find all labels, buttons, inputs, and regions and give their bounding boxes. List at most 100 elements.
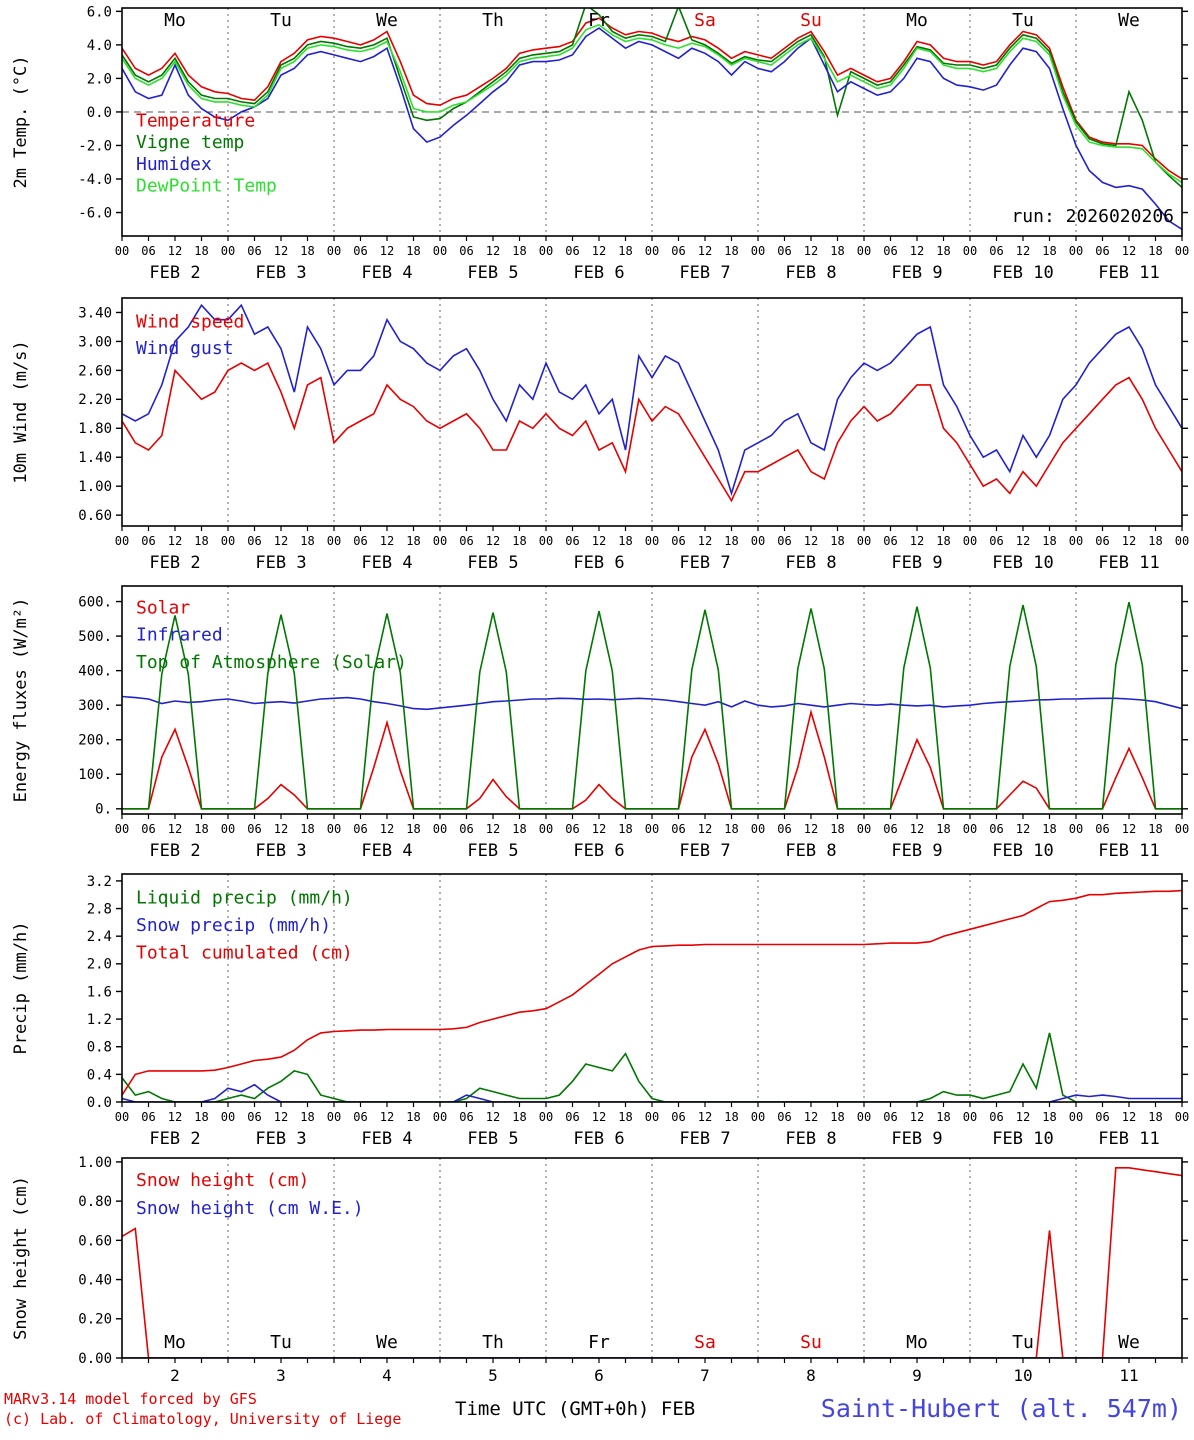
x-tick-label: 06 bbox=[777, 244, 791, 258]
lab-credit: (c) Lab. of Climatology, University of L… bbox=[4, 1409, 402, 1428]
legend-snow-height-cm: Snow height (cm) bbox=[136, 1170, 309, 1191]
series-infrared-line bbox=[122, 695, 1182, 711]
x-tick-label: 06 bbox=[141, 534, 155, 548]
y-tick-label: 0.20 bbox=[78, 1312, 112, 1328]
x-tick-label: 18 bbox=[1042, 534, 1056, 548]
x-axis: 2 3 4 5 6 7 8 9 10 11 bbox=[121, 1358, 1183, 1385]
x-tick-label: 18 bbox=[512, 1110, 526, 1124]
y-tick-label: 3.2 bbox=[87, 874, 112, 890]
x-tick-label: 12 bbox=[380, 1110, 394, 1124]
x-tick-label: 00 bbox=[963, 822, 977, 836]
series-humidex-line bbox=[122, 27, 1182, 230]
day-label: FEB 9 bbox=[891, 553, 942, 573]
x-tick-label: 18 bbox=[724, 244, 738, 258]
day-number-label: 3 bbox=[276, 1366, 286, 1385]
x-tick-label: 00 bbox=[221, 244, 235, 258]
day-label: FEB 10 bbox=[992, 1129, 1053, 1149]
day-label: FEB 10 bbox=[992, 553, 1053, 573]
y-tick-label: 2.60 bbox=[78, 363, 112, 379]
x-axis: 00 06 12 18 00 06 12 18 00 06 12 18 00 06 12 18 00 06 12 18… bbox=[115, 526, 1189, 573]
x-tick-label: 00 bbox=[1175, 244, 1189, 258]
day-number-label: 10 bbox=[1013, 1366, 1032, 1385]
y-tick-label: 6.0 bbox=[87, 4, 112, 20]
series-wind-gust-line bbox=[122, 303, 1182, 497]
x-tick-label: 18 bbox=[512, 822, 526, 836]
x-tick-label: 12 bbox=[168, 1110, 182, 1124]
day-label: FEB 8 bbox=[785, 1129, 836, 1149]
day-label: FEB 4 bbox=[361, 263, 412, 283]
x-tick-label: 12 bbox=[1016, 822, 1030, 836]
x-tick-label: 00 bbox=[1175, 1110, 1189, 1124]
x-tick-label: 00 bbox=[327, 1110, 341, 1124]
x-tick-label: 00 bbox=[221, 822, 235, 836]
x-tick-label: 06 bbox=[565, 822, 579, 836]
y-tick-label: -6.0 bbox=[78, 205, 112, 221]
x-tick-label: 06 bbox=[777, 822, 791, 836]
day-label: FEB 3 bbox=[255, 263, 306, 283]
x-axis: 00 06 12 18 00 06 12 18 00 06 12 18 00 06 12 18 00 06 12 18… bbox=[115, 814, 1189, 861]
day-number-label: 9 bbox=[912, 1366, 922, 1385]
x-tick-label: 00 bbox=[1175, 534, 1189, 548]
weekday-label: Mo bbox=[164, 10, 186, 31]
x-tick-label: 18 bbox=[194, 244, 208, 258]
x-tick-label: 18 bbox=[830, 1110, 844, 1124]
x-tick-label: 18 bbox=[724, 534, 738, 548]
x-tick-label: 18 bbox=[618, 1110, 632, 1124]
y-tick-label: 1.2 bbox=[87, 1012, 112, 1028]
x-tick-label: 12 bbox=[910, 534, 924, 548]
x-tick-label: 12 bbox=[168, 822, 182, 836]
y-tick-label: 1.00 bbox=[78, 1155, 112, 1171]
x-tick-label: 12 bbox=[1122, 822, 1136, 836]
x-tick-label: 18 bbox=[512, 534, 526, 548]
x-tick-label: 12 bbox=[486, 822, 500, 836]
legend-wind-speed: Wind speed bbox=[136, 312, 244, 333]
y-tick-label: 2.20 bbox=[78, 392, 112, 408]
x-tick-label: 00 bbox=[751, 822, 765, 836]
x-tick-label: 00 bbox=[751, 534, 765, 548]
x-tick-label: 06 bbox=[459, 1110, 473, 1124]
x-tick-label: 00 bbox=[539, 822, 553, 836]
x-tick-label: 06 bbox=[671, 1110, 685, 1124]
x-tick-label: 12 bbox=[910, 822, 924, 836]
day-label: FEB 9 bbox=[891, 841, 942, 861]
day-gridlines bbox=[227, 298, 1077, 526]
weekday-label: We bbox=[376, 10, 398, 31]
day-number-label: 8 bbox=[806, 1366, 816, 1385]
x-tick-label: 06 bbox=[989, 534, 1003, 548]
x-tick-label: 00 bbox=[751, 1110, 765, 1124]
series-snow-height-cm-line bbox=[122, 1167, 1182, 1358]
day-label: FEB 6 bbox=[573, 841, 624, 861]
weekday-label: Mo bbox=[906, 1332, 928, 1353]
x-tick-label: 12 bbox=[804, 244, 818, 258]
chart-svg-precip: 3.22.82.42.01.61.20.80.40.000 06 12 18 00 06 1… bbox=[11, 873, 1189, 1149]
x-tick-label: 12 bbox=[592, 534, 606, 548]
x-tick-label: 06 bbox=[353, 534, 367, 548]
day-label: FEB 2 bbox=[149, 553, 200, 573]
legend-dewpoint-temp: DewPoint Temp bbox=[136, 176, 277, 197]
x-tick-label: 18 bbox=[300, 822, 314, 836]
x-tick-label: 06 bbox=[777, 1110, 791, 1124]
x-tick-label: 12 bbox=[486, 534, 500, 548]
x-tick-label: 06 bbox=[565, 534, 579, 548]
x-tick-label: 00 bbox=[1069, 822, 1083, 836]
chart-panel-precip: 3.2 2.8 2.4 2.0 1.6 1.2 0.8 0.4 0.0 00 06 12 18 00 06 1… bbox=[0, 864, 1194, 1152]
y-tick-label: 4.0 bbox=[87, 38, 112, 54]
x-tick-label: 12 bbox=[486, 244, 500, 258]
y-tick-label: 0. bbox=[95, 802, 112, 818]
x-tick-label: 18 bbox=[300, 1110, 314, 1124]
x-tick-label: 00 bbox=[115, 244, 129, 258]
x-tick-label: 12 bbox=[1016, 244, 1030, 258]
day-label: FEB 2 bbox=[149, 1129, 200, 1149]
y-tick-label: 0.8 bbox=[87, 1040, 112, 1056]
y-tick-label: 0.00 bbox=[78, 1351, 112, 1367]
x-tick-label: 06 bbox=[141, 244, 155, 258]
y-tick-label: 2.0 bbox=[87, 71, 112, 87]
x-tick-label: 12 bbox=[910, 1110, 924, 1124]
x-tick-label: 18 bbox=[724, 1110, 738, 1124]
x-tick-label: 06 bbox=[353, 822, 367, 836]
x-tick-label: 06 bbox=[565, 1110, 579, 1124]
legend-liquid-precip-mm-h: Liquid precip (mm/h) bbox=[136, 888, 353, 909]
x-tick-label: 06 bbox=[883, 1110, 897, 1124]
x-tick-label: 18 bbox=[194, 534, 208, 548]
